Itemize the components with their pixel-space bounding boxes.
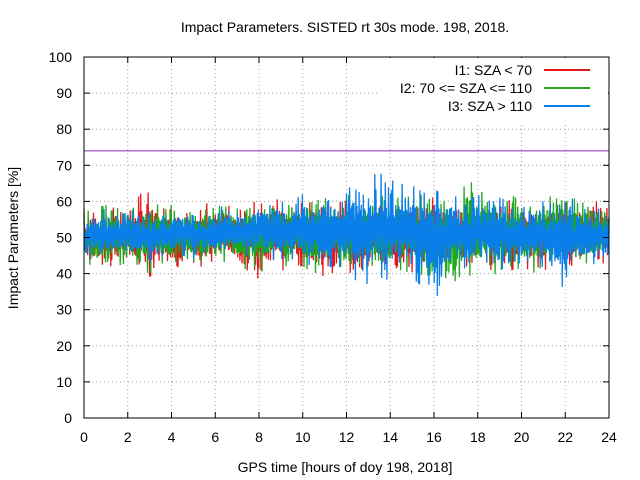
x-tick-labels: 0 2 4 6 8 10 12 14 16 18 20 22 24 [80, 429, 617, 445]
plot-series [83, 173, 610, 296]
x-axis-label: GPS time [hours of doy 198, 2018] [238, 459, 453, 475]
y-tick-label-40: 40 [56, 266, 72, 282]
x-tick-label-2: 2 [124, 429, 132, 445]
y-tick-label-0: 0 [64, 410, 72, 426]
legend-background [380, 58, 608, 122]
y-tick-label-60: 60 [56, 193, 72, 209]
legend-label-i2: I2: 70 <= SZA <= 110 [400, 80, 532, 96]
y-tick-label-70: 70 [56, 157, 72, 173]
x-tick-label-14: 14 [382, 429, 398, 445]
x-tick-label-16: 16 [426, 429, 442, 445]
x-tick-label-18: 18 [470, 429, 486, 445]
y-tick-label-50: 50 [56, 230, 72, 246]
series-line-i3 [83, 173, 610, 296]
y-tick-labels: 0 10 20 30 40 50 60 70 80 90 100 [49, 49, 73, 426]
x-tick-label-10: 10 [295, 429, 311, 445]
x-tick-label-24: 24 [601, 429, 617, 445]
y-tick-label-20: 20 [56, 338, 72, 354]
y-axis-label: Impact Parameters [%] [5, 167, 21, 309]
x-tick-label-6: 6 [211, 429, 219, 445]
x-tick-label-0: 0 [80, 429, 88, 445]
x-tick-label-20: 20 [514, 429, 530, 445]
legend-label-i3: I3: SZA > 110 [448, 98, 532, 114]
y-tick-label-90: 90 [56, 85, 72, 101]
legend: I1: SZA < 70 I2: 70 <= SZA <= 110 I3: SZ… [380, 58, 608, 122]
y-tick-label-100: 100 [49, 49, 73, 65]
y-tick-label-80: 80 [56, 121, 72, 137]
x-tick-label-12: 12 [339, 429, 355, 445]
y-tick-label-30: 30 [56, 302, 72, 318]
x-tick-label-22: 22 [557, 429, 573, 445]
chart-title: Impact Parameters. SISTED rt 30s mode. 1… [181, 19, 509, 35]
y-tick-label-10: 10 [56, 374, 72, 390]
x-tick-label-8: 8 [255, 429, 263, 445]
x-tick-label-4: 4 [168, 429, 176, 445]
legend-label-i1: I1: SZA < 70 [455, 62, 533, 78]
